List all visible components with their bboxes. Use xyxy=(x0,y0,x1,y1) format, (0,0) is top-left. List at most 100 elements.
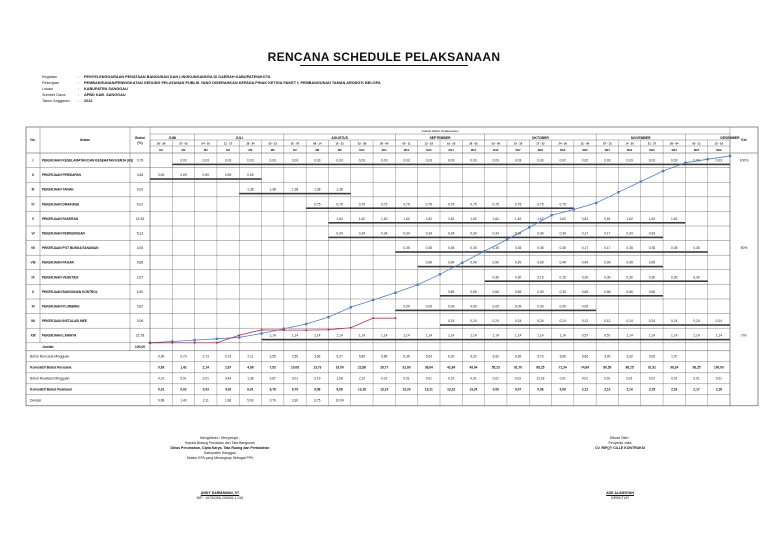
row-cell-value: 0,34 xyxy=(649,232,656,236)
row-cell-value: 0,03 xyxy=(292,159,299,163)
header-week-range: 25 - 31 xyxy=(269,142,278,146)
row-no: X xyxy=(32,290,35,294)
row-cell-value: 0,17 xyxy=(582,232,589,236)
row-cell-value: 0,34 xyxy=(381,232,388,236)
row-cell-value: 0,03 xyxy=(716,159,723,163)
row-cell-value: 0,75 xyxy=(515,202,522,206)
summary-label: Komulatif Bobot Realisasi xyxy=(30,388,72,392)
row-cell-value: 0,03 xyxy=(336,159,343,163)
summary-value: 80,59 xyxy=(603,366,611,370)
summary-value: 4,98 xyxy=(247,366,253,370)
summary-value: 6,20 xyxy=(470,355,476,359)
sign-left-line3: Dinas Perumahan, Cipta Karya, Tata Ruang… xyxy=(170,446,270,450)
header-week-range: 01 - 07 xyxy=(291,142,300,146)
row-cell-value: 0,09 xyxy=(559,305,566,309)
summary-value: 5,27 xyxy=(337,355,343,359)
row-name: PEKERJAAN PERKERASAN xyxy=(42,232,86,236)
row-no: V xyxy=(32,217,35,221)
realisasi-curve-point xyxy=(372,317,375,320)
row-cell-value: 0,15 xyxy=(537,275,544,279)
plan-curve-point xyxy=(215,337,219,341)
row-cell-value: 0,03 xyxy=(180,159,187,163)
summary-value: 3,05 xyxy=(649,355,655,359)
row-ket: 100% xyxy=(740,159,749,163)
row-cell-value: 1,14 xyxy=(426,334,433,338)
summary-value: 2,14 xyxy=(203,366,209,370)
row-cell-value: 0,34 xyxy=(426,232,433,236)
row-cell-value: 0,66 xyxy=(604,290,611,294)
summary-value: 0,02 xyxy=(180,388,186,392)
summary-value: 3,30 xyxy=(292,399,298,403)
header-week-range: 31 - 06 xyxy=(581,142,590,146)
row-cell-value: 1,62 xyxy=(403,217,410,221)
row-no: I xyxy=(33,159,34,163)
row-name: PEKERJAAN POT BUNGA/TANAMAN xyxy=(42,246,99,250)
summary-value: 7,53 xyxy=(270,366,276,370)
header-week-code: M1 xyxy=(159,148,163,152)
row-cell-value: 0,66 xyxy=(626,290,633,294)
row-cell-value: 1,14 xyxy=(269,334,276,338)
row-cell-value: 0,33 xyxy=(537,290,544,294)
row-cell-value: 0,35 xyxy=(515,246,522,250)
plan-curve-point xyxy=(461,261,464,264)
row-cell-value: 1,62 xyxy=(559,217,566,221)
row-cell-value: 0,57 xyxy=(604,334,611,338)
realisasi-curve-point xyxy=(260,328,263,331)
summary-value: 1,42 xyxy=(180,366,186,370)
row-cell-value: 0,24 xyxy=(559,319,566,323)
row-name: PEKERJAAN PLUMBING xyxy=(42,305,80,309)
row-cell-value: 0,99 xyxy=(493,261,500,265)
row-cell-value: 0,03 xyxy=(203,159,210,163)
header-week-code: M3 xyxy=(204,148,208,152)
summary-value: 0,08 xyxy=(537,388,543,392)
summary-value: 0,01 xyxy=(470,377,476,381)
row-cell-value: 1,14 xyxy=(470,334,477,338)
row-name: PEKERJAAN BANGUNAN KONTROL xyxy=(42,290,98,294)
row-cell-value: 0,75 xyxy=(493,202,500,206)
summary-value: 0,01 xyxy=(627,377,633,381)
row-cell-value: 0,69 xyxy=(180,173,187,177)
summary-value: 2,14 xyxy=(627,388,633,392)
header-week-range: 20 - 26 xyxy=(157,142,166,146)
gantt-bar xyxy=(239,192,351,195)
summary-value: 5,54 xyxy=(426,355,432,359)
summary-value: 86,25 xyxy=(626,366,634,370)
header-week-code: M12 xyxy=(404,148,410,152)
row-cell-value: 0,35 xyxy=(470,246,477,250)
row-cell-value: 0,03 xyxy=(381,159,388,163)
gantt-bar xyxy=(172,163,731,166)
summary-value: 0,01 xyxy=(426,377,432,381)
row-cell-value: 0,24 xyxy=(493,319,500,323)
summary-value: 5,66 xyxy=(560,355,566,359)
realisasi-curve-point xyxy=(215,341,218,344)
summary-value: 0,87 xyxy=(270,377,276,381)
header-week-code: M18 xyxy=(538,148,544,152)
plan-curve-point xyxy=(572,208,576,211)
header-week-code: M11 xyxy=(382,148,388,152)
sign-left-line4: Kabupaten Sanggau xyxy=(204,451,236,455)
header-week-code: M6 xyxy=(271,148,275,152)
summary-value: 4,03 xyxy=(225,388,231,392)
row-cell-value: 0,81 xyxy=(604,217,611,221)
row-cell-value: 0,75 xyxy=(336,202,343,206)
summary-value: 3,66 xyxy=(314,355,320,359)
gantt-bar xyxy=(150,178,262,180)
summary-value: 2,12 xyxy=(359,377,365,381)
row-cell-value: 0,30 xyxy=(626,275,633,279)
info-row-lokasi: Lokasi : KABUPATEN SANGGAU xyxy=(42,86,128,91)
summary-value: 5,89 xyxy=(381,355,387,359)
summary-value: 13,24 xyxy=(469,388,477,392)
row-bobot: 6,91 xyxy=(137,188,144,192)
header-no: No. xyxy=(30,138,35,142)
row-cell-value: 1,62 xyxy=(626,217,633,221)
header-month: NOVEMBER xyxy=(631,136,651,140)
row-cell-value: 0,75 xyxy=(426,202,433,206)
sign-right-line1: Dibuat Oleh : xyxy=(609,436,631,440)
row-cell-value: 1,14 xyxy=(671,334,678,338)
realisasi-curve-point xyxy=(149,341,151,344)
summary-value: 0,01 xyxy=(693,377,699,381)
header-week-range: 10 - 16 xyxy=(514,142,523,146)
row-cell-value: 0,66 xyxy=(649,290,656,294)
row-cell-value: 0,35 xyxy=(448,246,455,250)
